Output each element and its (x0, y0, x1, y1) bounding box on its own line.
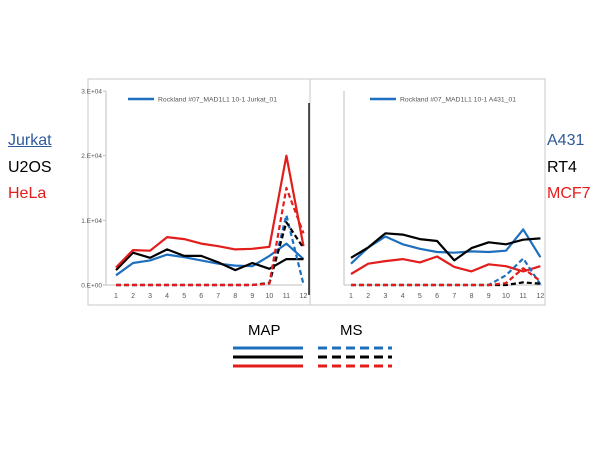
x-tick-label: 1 (349, 293, 353, 300)
x-tick-label: 2 (366, 293, 370, 300)
x-tick-label: 12 (536, 293, 544, 300)
series-line-map (115, 242, 305, 277)
x-tick-label: 10 (502, 293, 510, 300)
series-line-ms (116, 186, 305, 287)
x-tick-label: 5 (418, 293, 422, 300)
y-tick-label: 1.E+04 (81, 218, 102, 225)
x-tick-label: 3 (383, 293, 387, 300)
legend-ms-label: MS (340, 322, 363, 339)
x-tick-label: 8 (470, 293, 474, 300)
x-tick-label: 4 (165, 293, 169, 300)
x-tick-label: 3 (148, 293, 152, 300)
x-tick-label: 1 (114, 293, 118, 300)
cell-line-label-hela: HeLa (8, 185, 47, 202)
cell-line-label-u2os: U2OS (8, 159, 52, 176)
chart-frame-right (309, 78, 546, 306)
x-tick-label: 7 (452, 293, 456, 300)
y-tick-label: 3.E+04 (81, 89, 102, 96)
y-tick-label: 2.E+04 (81, 153, 102, 160)
x-tick-label: 12 (300, 293, 308, 300)
series-line-ms (351, 267, 542, 287)
x-tick-label: 2 (131, 293, 135, 300)
y-tick-label: 0.E+00 (81, 283, 102, 290)
legend-map-label: MAP (248, 322, 281, 339)
series-line-ms (351, 257, 542, 287)
x-tick-label: 6 (199, 293, 203, 300)
cell-line-label-jurkat: Jurkat (8, 132, 52, 149)
cell-line-label-rt4: RT4 (547, 159, 577, 176)
x-tick-label: 10 (265, 293, 273, 300)
series-line-map (350, 228, 542, 265)
cell-line-label-mcf7: MCF7 (547, 185, 591, 202)
chart-legend-label: Rockland #07_MAD1L1 10-1 A431_01 (400, 97, 516, 104)
series-line-map (350, 255, 541, 275)
x-tick-label: 11 (283, 293, 290, 300)
x-tick-label: 4 (401, 293, 405, 300)
x-tick-label: 6 (435, 293, 439, 300)
cell-line-label-a431: A431 (547, 132, 585, 149)
series-line-map (115, 154, 305, 269)
x-tick-label: 7 (216, 293, 220, 300)
x-tick-label: 11 (520, 293, 527, 300)
chart-legend-label: Rockland #07_MAD1L1 10-1 Jurkat_01 (158, 97, 277, 104)
x-tick-label: 9 (487, 293, 491, 300)
x-tick-label: 5 (182, 293, 186, 300)
x-tick-label: 9 (250, 293, 254, 300)
series-line-map (350, 232, 541, 262)
x-tick-label: 8 (233, 293, 237, 300)
